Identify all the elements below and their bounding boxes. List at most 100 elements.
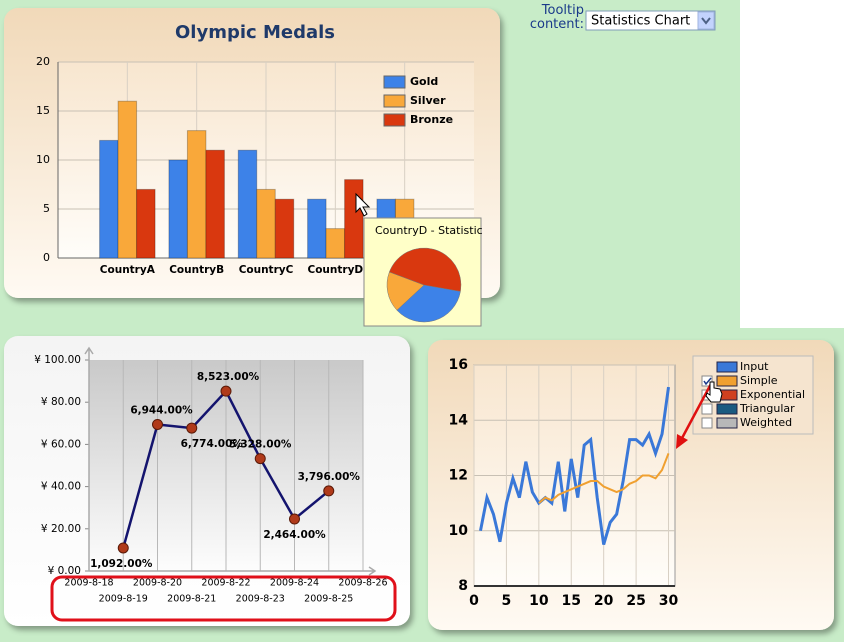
- data-label: 2,464.00%: [263, 529, 326, 541]
- marker: [254, 453, 266, 465]
- legend-label: Exponential: [740, 388, 805, 401]
- data-label: 8,523.00%: [197, 371, 260, 383]
- annotation-arrow: [679, 381, 714, 441]
- bar: [325, 228, 346, 259]
- x-tick-label: 25: [626, 593, 645, 609]
- tooltip-select[interactable]: [585, 10, 716, 31]
- y-tick-label: ¥ 20.00: [41, 523, 81, 535]
- y-tick-label: ¥ 0.00: [48, 565, 81, 577]
- tooltip-select-text[interactable]: Statistics Chart: [591, 14, 690, 29]
- y-tick-label: 10: [449, 523, 469, 539]
- y-tick-label: 12: [449, 468, 468, 484]
- bar: [274, 198, 295, 259]
- marker: [289, 513, 300, 525]
- bar: [256, 188, 276, 259]
- y-tick-label: 16: [449, 357, 468, 373]
- x-tick-label: CountryB: [169, 264, 224, 276]
- x-tick-label: CountryD: [308, 264, 364, 276]
- x-tick-label: 2009-8-23: [236, 594, 285, 605]
- y-tick-label: 15: [36, 104, 50, 117]
- chart-title: Olympic Medals: [175, 22, 335, 43]
- bar: [99, 139, 119, 259]
- data-label: 5,328.00%: [229, 439, 292, 451]
- x-tick-label: 2009-8-18: [64, 578, 113, 589]
- data-label: 6,944.00%: [130, 404, 193, 416]
- bar: [117, 100, 138, 259]
- y-tick-label: 14: [449, 412, 469, 428]
- x-tick-label: 2009-8-21: [167, 594, 216, 605]
- x-tick-label: CountryA: [100, 264, 156, 276]
- x-tick-label: 15: [562, 593, 581, 609]
- bar: [307, 198, 327, 259]
- tooltip-label-box: Tooltip content:: [529, 4, 584, 32]
- legend-label: Input: [740, 360, 769, 373]
- y-tick-label: ¥ 40.00: [41, 481, 81, 493]
- legend-swatch: [716, 361, 738, 373]
- y-tick-label: ¥ 80.00: [41, 396, 81, 408]
- line: [479, 386, 671, 545]
- legend-checkbox[interactable]: [701, 375, 713, 387]
- bar: [344, 179, 364, 259]
- legend-swatch: [716, 403, 738, 415]
- legend-label: Triangular: [739, 402, 795, 415]
- x-tick-label: 2009-8-22: [201, 578, 250, 589]
- line: [538, 453, 670, 504]
- legend-swatch: [383, 113, 406, 127]
- x-tick-label: 10: [529, 593, 549, 609]
- bar: [186, 130, 207, 259]
- pie-slice: [389, 247, 462, 292]
- x-tick-label: 2009-8-19: [99, 594, 148, 605]
- x-tick-label: CountryC: [239, 264, 294, 276]
- bar: [205, 149, 225, 259]
- marker: [152, 418, 163, 430]
- marker: [220, 385, 232, 397]
- legend-checkbox[interactable]: [701, 403, 713, 415]
- bar: [168, 159, 188, 259]
- legend-checkbox[interactable]: [701, 417, 713, 429]
- highlight-box: [50, 575, 397, 622]
- x-tick-label: 20: [594, 593, 614, 609]
- x-tick-label: 2009-8-26: [338, 578, 387, 589]
- axis: [84, 346, 94, 571]
- marker: [186, 422, 198, 434]
- legend-swatch: [383, 94, 406, 108]
- legend-label: Gold: [410, 75, 438, 88]
- x-tick-label: 30: [659, 593, 679, 609]
- x-tick-label: 2009-8-25: [304, 594, 353, 605]
- select-arrow: [701, 17, 711, 25]
- overlay: CountryD - Statistic: [355, 192, 483, 327]
- bar: [136, 188, 156, 259]
- legend-swatch: [383, 75, 406, 89]
- pie-slice: [396, 284, 461, 323]
- legend-label: Simple: [740, 374, 778, 387]
- cursor-hand: [705, 381, 723, 403]
- y-tick-label: 8: [458, 578, 468, 594]
- x-tick-label: 0: [469, 593, 479, 609]
- y-tick-label: ¥ 60.00: [41, 438, 81, 450]
- data-label: 3,796.00%: [298, 471, 361, 483]
- x-tick-label: 2009-8-24: [270, 578, 319, 589]
- annotation-arrowhead: [676, 434, 688, 449]
- y-tick-label: 20: [36, 55, 50, 68]
- legend-label: Bronze: [410, 113, 453, 126]
- tooltip-title: CountryD - Statistic: [375, 224, 483, 237]
- marker: [323, 485, 335, 497]
- legend-label: Silver: [410, 94, 446, 107]
- select-button[interactable]: [697, 11, 715, 30]
- y-tick-label: 10: [36, 153, 50, 166]
- legend-swatch: [716, 417, 738, 429]
- x-tick-label: 2009-8-20: [133, 578, 182, 589]
- check: [703, 377, 712, 386]
- axis: [89, 566, 377, 576]
- y-tick-label: ¥ 100.00: [34, 354, 81, 366]
- legend-swatch: [716, 375, 738, 387]
- marker: [117, 542, 129, 554]
- legend-label: Weighted: [740, 416, 792, 429]
- tooltip-label: Tooltip content:: [529, 4, 584, 32]
- cursor: [355, 192, 371, 217]
- data-label: 6,774.00%: [181, 438, 244, 450]
- x-tick-label: 5: [502, 593, 512, 609]
- data-label: 1,092.00%: [90, 558, 153, 570]
